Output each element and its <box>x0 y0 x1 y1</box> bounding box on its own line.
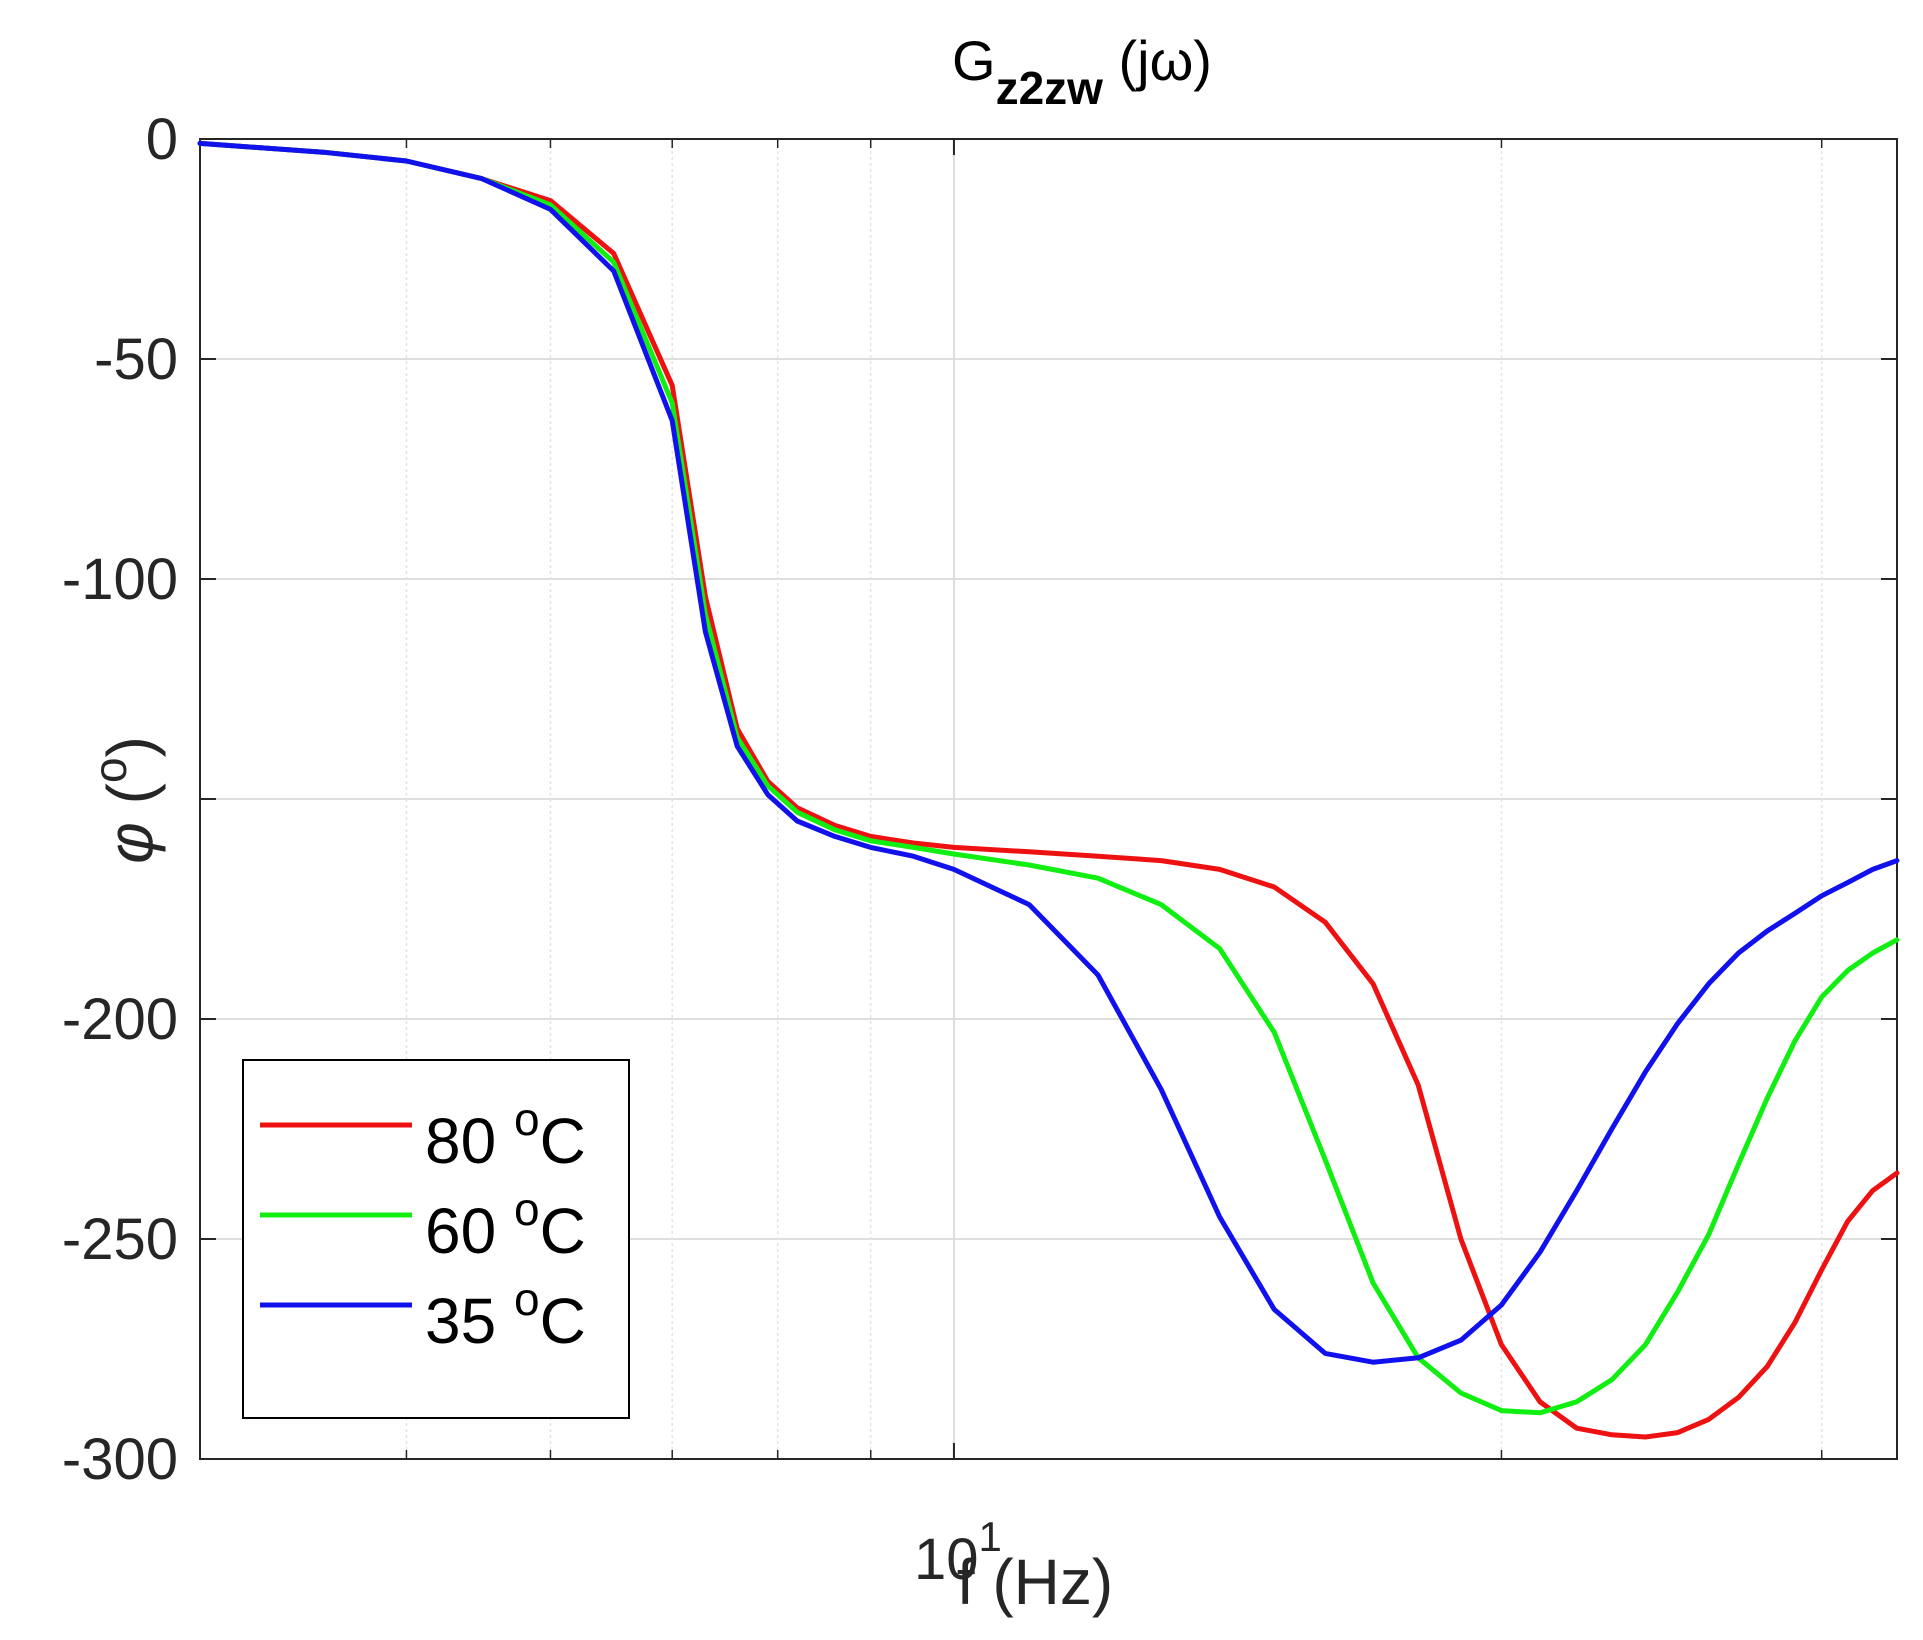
y-tick-label: -50 <box>94 327 178 392</box>
title-suffix: (jω) <box>1103 29 1212 92</box>
y-axis-close: ) <box>94 736 166 757</box>
legend-unit: C <box>540 1195 586 1267</box>
legend-value: 35 <box>425 1285 514 1357</box>
y-axis-symbol: φ <box>94 822 166 864</box>
series-line-35 <box>197 140 1900 1365</box>
legend-label-60: 60 oC <box>425 1183 586 1267</box>
legend-degree: o <box>514 1183 540 1235</box>
legend-value: 80 <box>425 1105 514 1177</box>
legend-degree: o <box>514 1273 540 1325</box>
series-line-80 <box>197 140 1900 1440</box>
axis-ticks: 0 -50 -100 -200 -250 -300 101 <box>62 107 1897 1592</box>
title-main: G <box>952 29 996 92</box>
y-tick-label: -300 <box>62 1427 178 1492</box>
x-tick-base: 10 <box>914 1527 979 1592</box>
legend-unit: C <box>540 1285 586 1357</box>
y-axis-label: φ (o) <box>84 736 166 864</box>
x-tick-label: 101 <box>914 1513 1002 1592</box>
legend-box <box>242 1059 630 1419</box>
y-tick-label: -250 <box>62 1207 178 1272</box>
y-tick-label: -100 <box>62 547 178 612</box>
y-tick-label: -200 <box>62 987 178 1052</box>
y-tick-label: 0 <box>146 107 178 172</box>
title-subscript: z2zw <box>996 62 1104 114</box>
x-tick-exponent: 1 <box>978 1513 1001 1560</box>
y-axis-degree: o <box>84 757 136 783</box>
legend-label-80: 80 oC <box>425 1093 586 1177</box>
legend-label-35: 35 oC <box>425 1273 586 1357</box>
y-axis-open: ( <box>94 783 166 822</box>
chart-title: Gz2zw (jω) <box>952 29 1212 114</box>
legend-degree: o <box>514 1093 540 1145</box>
legend-unit: C <box>540 1105 586 1177</box>
grid-lines <box>200 139 1897 1459</box>
legend-value: 60 <box>425 1195 514 1267</box>
data-series <box>197 140 1900 1440</box>
series-line-60 <box>197 140 1900 1416</box>
x-axis-label: f (Hz) <box>957 1546 1113 1618</box>
